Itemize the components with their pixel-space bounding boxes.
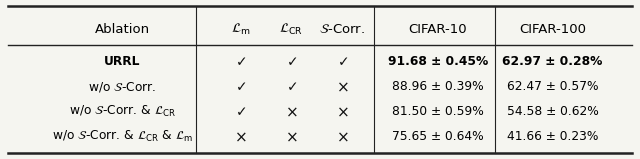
Text: 75.65 ± 0.64%: 75.65 ± 0.64%	[392, 130, 484, 143]
Text: 54.58 ± 0.62%: 54.58 ± 0.62%	[507, 105, 598, 118]
Text: w/o $\mathcal{S}$-Corr. & $\mathcal{L}_{\mathrm{CR}}$ & $\mathcal{L}_{\mathrm{m}: w/o $\mathcal{S}$-Corr. & $\mathcal{L}_{…	[52, 129, 193, 144]
Text: 62.97 ± 0.28%: 62.97 ± 0.28%	[502, 55, 603, 68]
Text: 41.66 ± 0.23%: 41.66 ± 0.23%	[507, 130, 598, 143]
Text: CIFAR-100: CIFAR-100	[519, 23, 586, 36]
Text: $\checkmark$: $\checkmark$	[285, 55, 297, 69]
Text: 91.68 ± 0.45%: 91.68 ± 0.45%	[388, 55, 488, 68]
Text: $\times$: $\times$	[336, 79, 349, 94]
Text: w/o $\mathcal{S}$-Corr.: w/o $\mathcal{S}$-Corr.	[88, 80, 157, 93]
Text: $\mathcal{L}_{\mathrm{m}}$: $\mathcal{L}_{\mathrm{m}}$	[230, 22, 250, 37]
Text: $\times$: $\times$	[336, 129, 349, 144]
Text: $\times$: $\times$	[234, 129, 246, 144]
Text: $\checkmark$: $\checkmark$	[337, 55, 348, 69]
Text: $\times$: $\times$	[285, 104, 298, 119]
Text: CIFAR-10: CIFAR-10	[408, 23, 467, 36]
Text: $\checkmark$: $\checkmark$	[235, 104, 246, 118]
Text: 62.47 ± 0.57%: 62.47 ± 0.57%	[507, 80, 598, 93]
Text: $\mathcal{L}_{\mathrm{CR}}$: $\mathcal{L}_{\mathrm{CR}}$	[279, 22, 303, 37]
Text: $\checkmark$: $\checkmark$	[235, 80, 246, 93]
Text: $\mathcal{S}$-Corr.: $\mathcal{S}$-Corr.	[319, 23, 365, 36]
Text: 88.96 ± 0.39%: 88.96 ± 0.39%	[392, 80, 484, 93]
Text: URRL: URRL	[104, 55, 141, 68]
Text: $\checkmark$: $\checkmark$	[285, 80, 297, 93]
Text: w/o $\mathcal{S}$-Corr. & $\mathcal{L}_{\mathrm{CR}}$: w/o $\mathcal{S}$-Corr. & $\mathcal{L}_{…	[68, 104, 176, 119]
Text: $\checkmark$: $\checkmark$	[235, 55, 246, 69]
Text: $\times$: $\times$	[285, 129, 298, 144]
Text: Ablation: Ablation	[95, 23, 150, 36]
Text: 81.50 ± 0.59%: 81.50 ± 0.59%	[392, 105, 484, 118]
Text: $\times$: $\times$	[336, 104, 349, 119]
